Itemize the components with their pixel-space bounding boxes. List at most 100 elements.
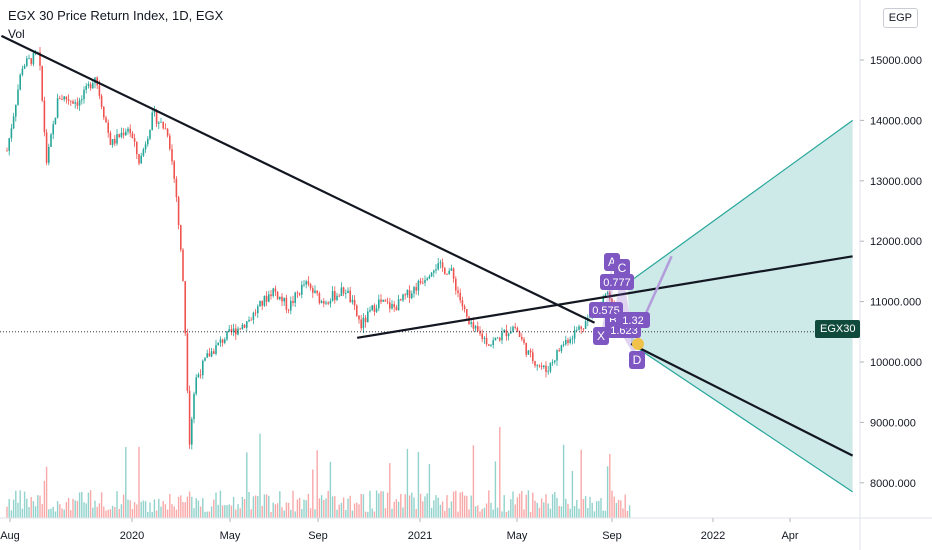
candle-body [263, 295, 266, 306]
candle-body [140, 155, 142, 164]
candle-body [318, 293, 321, 304]
candle-body [138, 154, 140, 164]
candle-body [254, 312, 257, 314]
volume-bar [175, 509, 178, 518]
volume-bar [571, 470, 574, 518]
volume-bar [76, 501, 79, 518]
candle-body [28, 58, 30, 60]
volume-bar [422, 501, 424, 518]
candle-body [554, 360, 556, 363]
candle-body [125, 131, 127, 136]
volume-bar [81, 491, 83, 518]
volume-bar [580, 449, 582, 518]
volume-bar [261, 505, 263, 518]
volume-bar [30, 497, 32, 518]
volume-bar [166, 509, 169, 518]
candle-body [477, 326, 479, 331]
volume-bar [617, 499, 620, 518]
volume-bar [285, 502, 288, 518]
candle-body [56, 98, 59, 118]
volume-bar [259, 433, 261, 518]
volume-bar [127, 499, 129, 518]
candle-body [109, 132, 112, 145]
candle-body [578, 326, 580, 330]
candle-body [391, 304, 393, 309]
volume-bar [215, 492, 217, 518]
candle-body [424, 279, 426, 284]
candle-body [232, 328, 235, 333]
candle-body [527, 350, 530, 355]
candle-body [274, 288, 277, 292]
volume-bar [565, 498, 567, 518]
candle-body [228, 329, 230, 332]
volume-bar [516, 497, 519, 518]
candle-body [252, 312, 255, 320]
candle-body [358, 315, 360, 320]
volume-bar [347, 498, 349, 518]
candle-body [611, 298, 613, 303]
volume-bar [206, 511, 208, 518]
volume-bar [358, 504, 360, 518]
pattern-projection-line [641, 255, 673, 321]
volume-bar [364, 511, 367, 518]
price-axis-label: 10000.000 [870, 357, 922, 369]
volume-bar [371, 508, 373, 518]
volume-bar [270, 511, 272, 518]
volume-bar [562, 444, 565, 518]
volume-bar [12, 499, 15, 518]
candle-body [373, 305, 376, 312]
volume-bar [373, 511, 376, 518]
volume-bar [378, 493, 380, 518]
candle-body [285, 297, 288, 310]
candle-body [565, 339, 567, 345]
currency-button[interactable]: EGP [882, 8, 918, 28]
volume-bar [569, 508, 571, 518]
volume-bar [448, 508, 450, 518]
candle-body [303, 284, 305, 286]
volume-bar [468, 509, 470, 518]
candle-body [305, 281, 307, 285]
volume-bar [131, 508, 134, 518]
volume-bar [54, 511, 57, 518]
pattern-ratio: 0.575 [592, 305, 620, 317]
candle-body [562, 344, 565, 346]
volume-bar [48, 509, 50, 518]
candle-body [272, 288, 274, 297]
pattern-ratio-bg [600, 274, 634, 290]
candle-body [481, 333, 483, 339]
candle-body [129, 128, 131, 134]
volume-bar [455, 490, 457, 518]
candle-body [120, 132, 123, 138]
volume-bar [340, 502, 343, 518]
candle-body [483, 337, 486, 339]
volume-bar [19, 490, 21, 518]
volume-bar [602, 510, 604, 518]
candle-body [164, 128, 167, 130]
volume-bar [296, 499, 299, 518]
candle-body [30, 58, 32, 64]
candle-body [316, 290, 318, 294]
volume-bar [492, 509, 494, 518]
volume-bar [114, 506, 116, 518]
volume-bar [604, 510, 607, 518]
candle-body [435, 269, 437, 271]
volume-bar [419, 493, 422, 518]
volume-bar [171, 504, 173, 518]
volume-bar [50, 508, 52, 518]
volume-bar [94, 500, 96, 518]
volume-bar [292, 490, 294, 518]
candle-body [59, 98, 61, 100]
volume-bar [89, 490, 92, 518]
volume-bar [182, 502, 184, 518]
volume-bar [624, 494, 626, 518]
candle-body [415, 287, 417, 291]
candle-body [23, 65, 26, 69]
volume-bar [395, 499, 398, 518]
volume-bar [334, 496, 336, 518]
candle-body [558, 350, 560, 352]
volume-bar [551, 494, 554, 518]
volume-bar [521, 490, 523, 518]
pattern-label-d: D [633, 353, 642, 367]
candle-body [384, 299, 387, 302]
volume-bar [501, 511, 503, 518]
